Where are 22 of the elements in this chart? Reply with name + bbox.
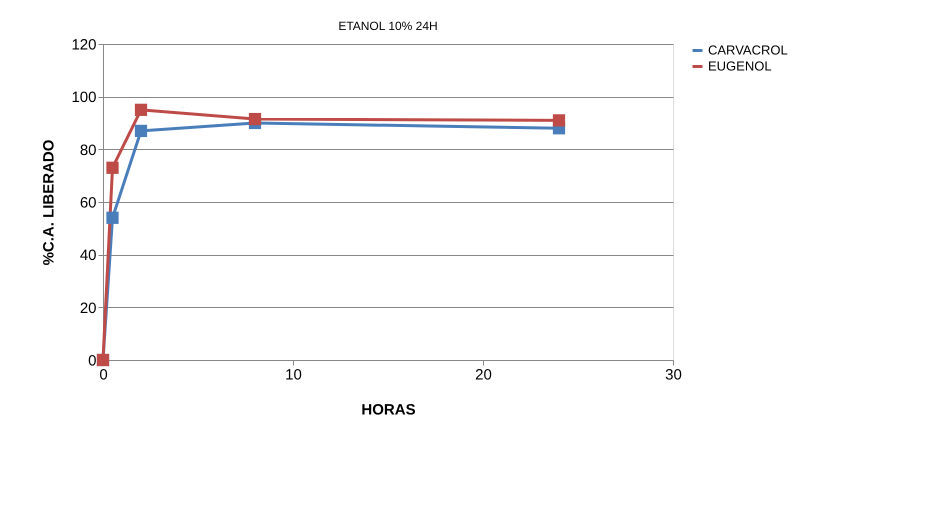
y-tick-label: 120 [71, 36, 96, 54]
point [248, 112, 262, 126]
y-axis-title: %C.A. LIBERADO [40, 139, 58, 266]
point [134, 124, 148, 138]
point [106, 162, 119, 174]
chart-title: ETANOL 10% 24H [338, 19, 438, 33]
legend-label: EUGENOL [708, 58, 772, 74]
point [552, 114, 566, 126]
legend-label: CARVACROL [708, 42, 788, 58]
x-tick-label: 10 [285, 366, 302, 384]
y-tick-label: 60 [80, 194, 96, 212]
y-tick-label: 80 [80, 142, 96, 159]
x-axis-title: HORAS [361, 402, 416, 418]
point [134, 104, 148, 116]
y-tick-label: 0 [88, 352, 96, 370]
point [106, 212, 119, 224]
y-tick-label: 100 [71, 89, 96, 106]
x-tick-label: 20 [475, 366, 492, 384]
x-tick-label: 0 [99, 366, 108, 384]
y-tick-label: 40 [80, 247, 96, 264]
y-tick-label: 20 [80, 300, 96, 317]
x-tick-label: 30 [665, 366, 682, 384]
